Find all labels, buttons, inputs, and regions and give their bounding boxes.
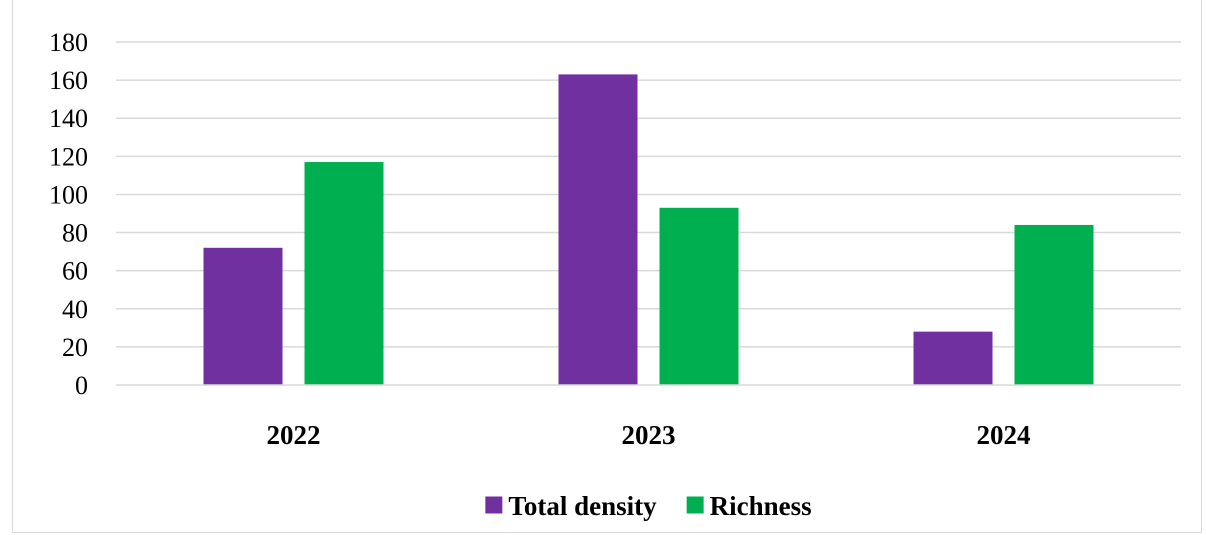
bar-total-density-2024 — [913, 331, 993, 385]
bar-total-density-2023 — [558, 74, 638, 386]
legend-label: Total density — [508, 491, 657, 521]
gridlines — [116, 41, 1181, 348]
y-tick-label: 40 — [62, 295, 88, 324]
legend-swatch — [686, 496, 704, 514]
y-tick-label: 120 — [49, 142, 88, 171]
legend: Total density Richness — [485, 491, 812, 521]
y-axis-ticks: 0 20 40 60 80 100 120 140 160 180 — [49, 28, 88, 400]
y-tick-label: 20 — [62, 333, 88, 362]
bar-richness-2023 — [659, 207, 739, 385]
bar-richness-2024 — [1014, 224, 1094, 385]
legend-swatch — [485, 496, 503, 514]
bar-richness-2022 — [304, 162, 384, 385]
y-tick-label: 140 — [49, 104, 88, 133]
legend-item-total-density: Total density — [485, 491, 657, 521]
y-tick-label: 100 — [49, 180, 88, 209]
bar-total-density-2022 — [203, 247, 283, 385]
y-tick-label: 60 — [62, 257, 88, 286]
x-axis-categories: 2022 2023 2024 — [267, 420, 1031, 450]
bars — [203, 74, 1094, 386]
legend-item-richness: Richness — [686, 491, 812, 521]
y-tick-label: 160 — [49, 66, 88, 95]
y-tick-label: 80 — [62, 219, 88, 248]
x-category-label: 2024 — [977, 420, 1031, 450]
y-tick-label: 0 — [75, 371, 88, 400]
y-tick-label: 180 — [49, 28, 88, 57]
legend-label: Richness — [710, 491, 812, 521]
x-category-label: 2022 — [267, 420, 321, 450]
x-category-label: 2023 — [622, 420, 676, 450]
